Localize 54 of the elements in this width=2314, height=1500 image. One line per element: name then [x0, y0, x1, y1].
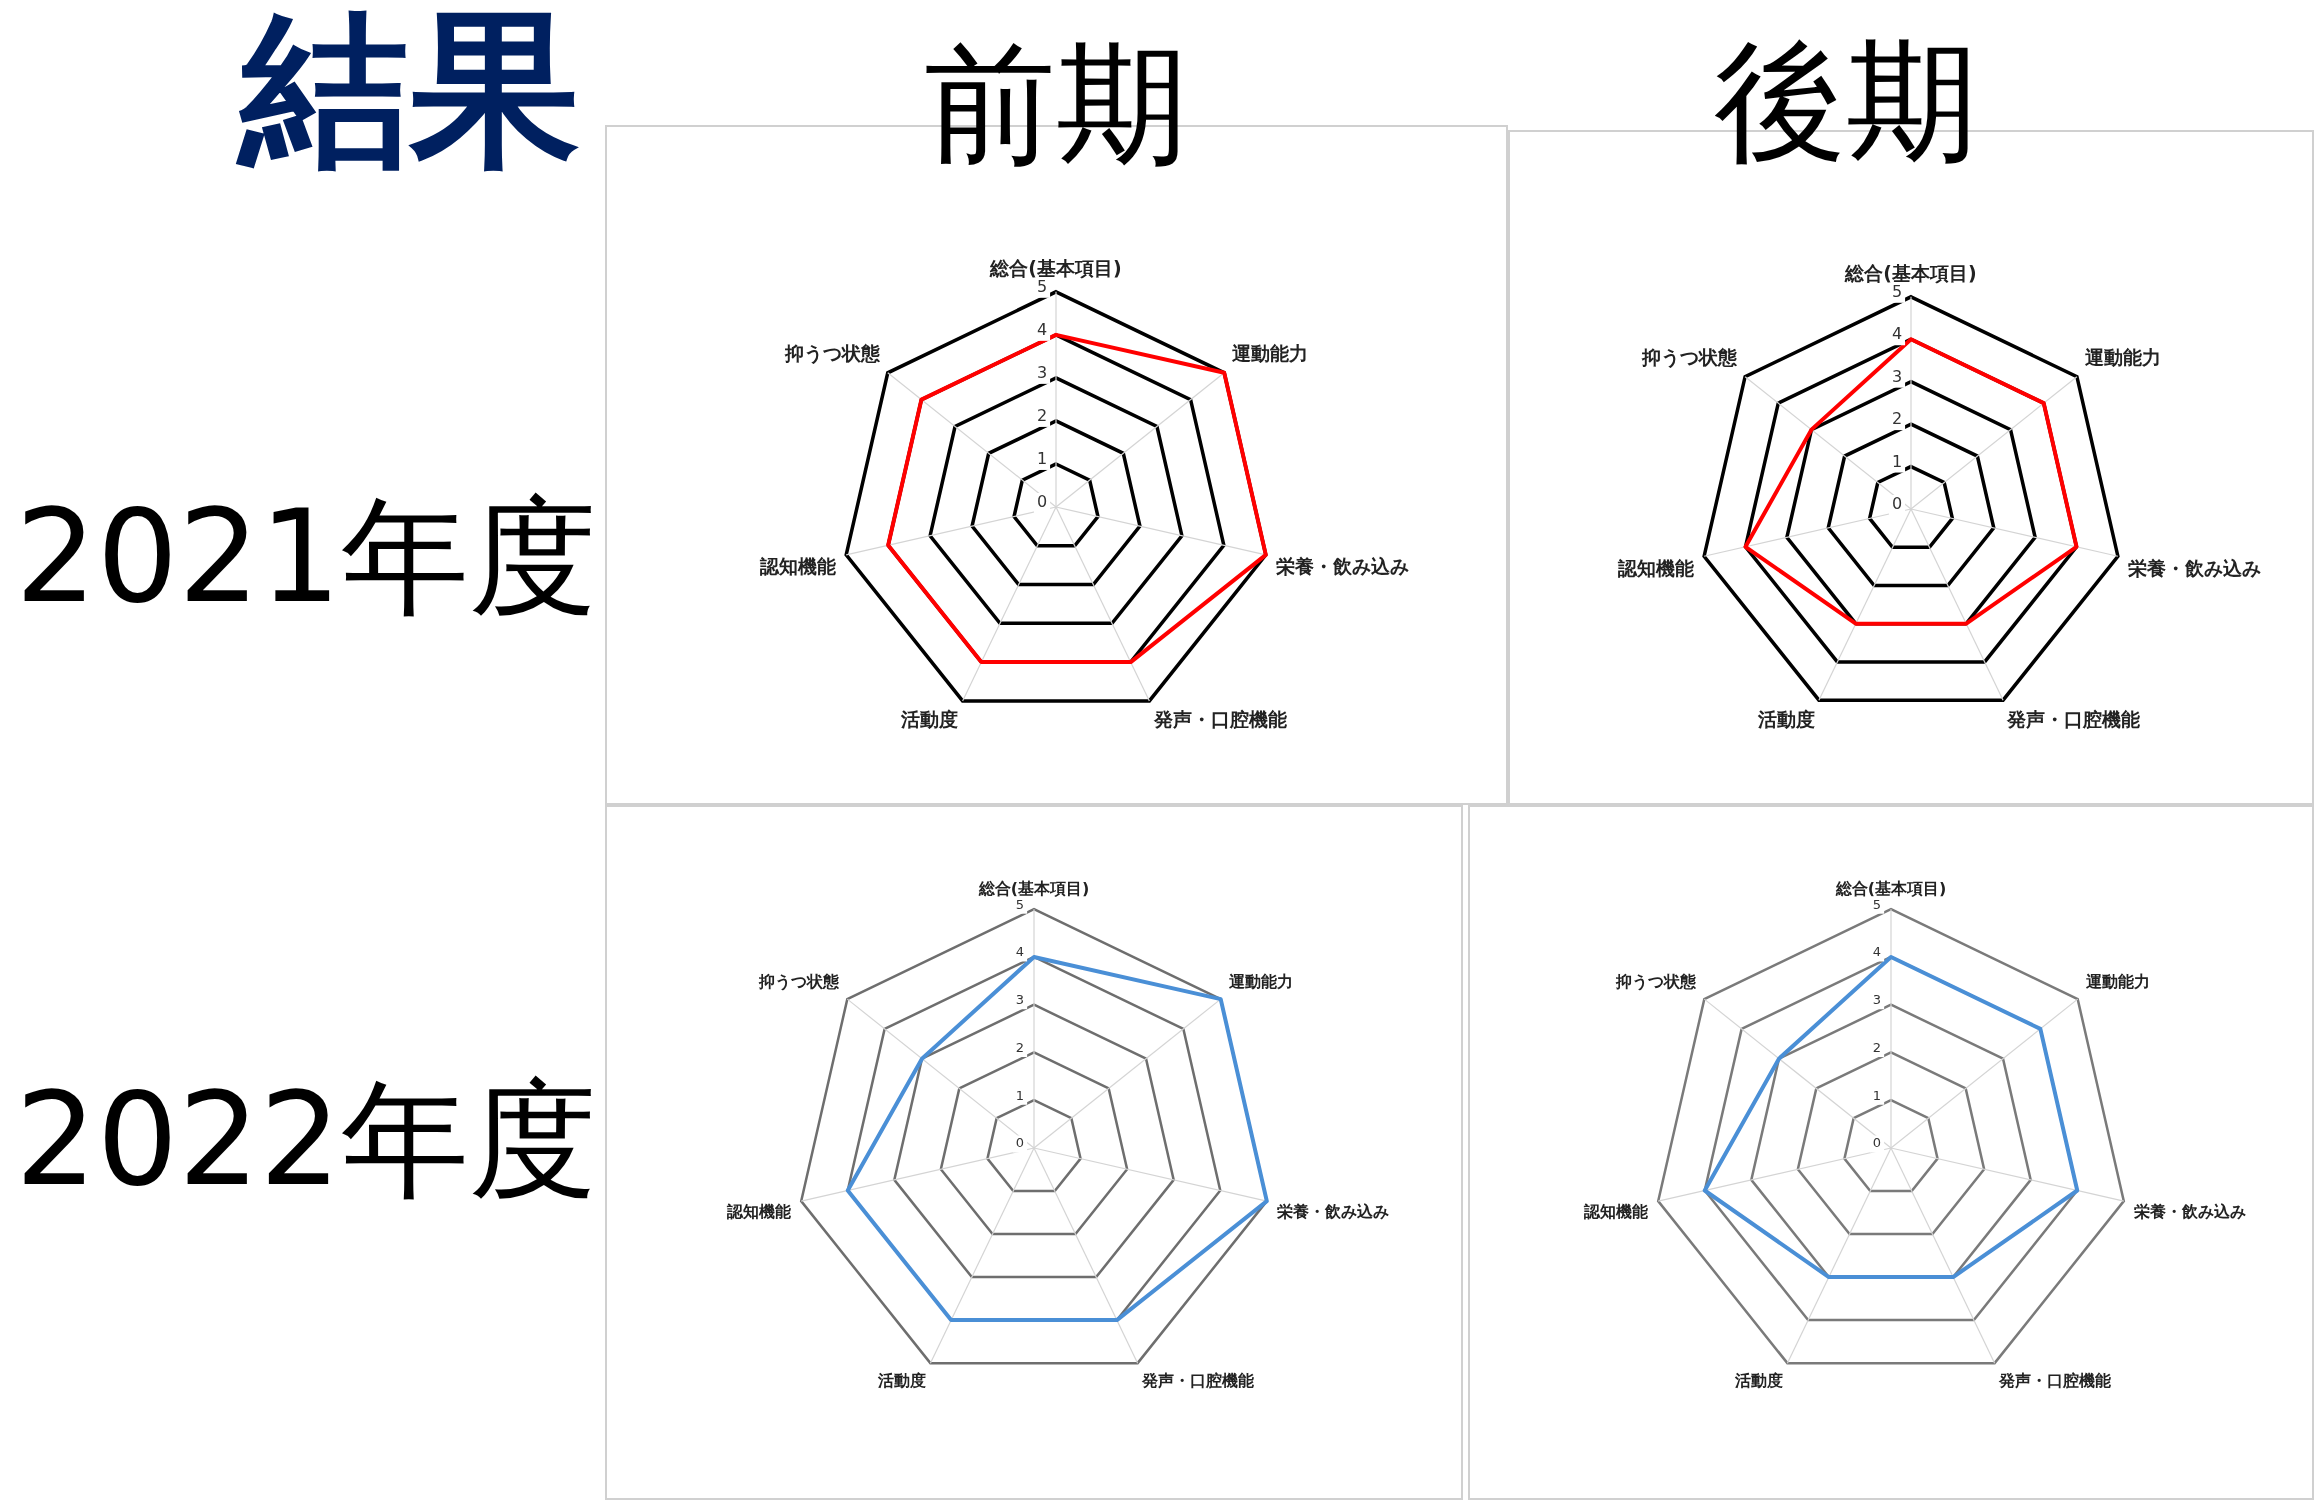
y-tick-label: 3: [1891, 366, 1903, 386]
spoke-label: 抑うつ状態: [1641, 346, 1739, 369]
spoke-label: 活動度: [1756, 707, 1815, 730]
y-tick-label: 4: [1872, 944, 1882, 960]
spoke-label: 運動能力: [1231, 342, 1309, 365]
spoke-label: 栄養・飲み込み: [1275, 555, 1409, 578]
spoke-label: 認知機能: [1583, 1202, 1649, 1222]
spoke-label: 認知機能: [726, 1202, 792, 1222]
y-tick-label: 5: [1872, 896, 1882, 912]
y-tick-label: 2: [1036, 406, 1048, 426]
spoke-label: 運動能力: [1227, 972, 1293, 992]
spoke-label: 活動度: [1734, 1370, 1784, 1390]
spoke-label: 抑うつ状態: [758, 972, 841, 992]
y-tick-label: 5: [1891, 281, 1903, 301]
spoke-label: 活動度: [877, 1370, 927, 1390]
spoke-label: 抑うつ状態: [1615, 972, 1698, 992]
spoke-label: 活動度: [900, 708, 959, 731]
y-tick-label: 5: [1036, 276, 1048, 296]
spoke-label: 運動能力: [2084, 972, 2150, 992]
y-tick-label: 1: [1872, 1087, 1882, 1103]
spoke-label: 認知機能: [1617, 556, 1695, 579]
y-tick-label: 2: [1891, 409, 1903, 429]
y-tick-label: 2: [1872, 1039, 1882, 1055]
spoke-label: 認知機能: [759, 555, 837, 578]
y-tick-label: 0: [1872, 1135, 1882, 1151]
spoke-label: 総合(基本項目): [1834, 878, 1947, 898]
y-tick-label: 4: [1036, 320, 1048, 339]
y-tick-label: 4: [1891, 324, 1903, 344]
spoke-label: 発声・口腔機能: [1152, 708, 1287, 731]
y-tick-label: 3: [1015, 992, 1025, 1008]
spoke-label: 栄養・飲み込み: [2127, 556, 2261, 579]
spoke-label: 発声・口腔機能: [1997, 1370, 2111, 1390]
y-tick-label: 1: [1891, 451, 1903, 471]
spoke-label: 発声・口腔機能: [1140, 1370, 1254, 1390]
y-tick-label: 2: [1015, 1039, 1025, 1055]
chart-title: 後期: [1714, 24, 1978, 178]
text: 2021年度: [15, 482, 597, 631]
spoke-label: 抑うつ状態: [783, 342, 881, 366]
y-tick-label: 3: [1872, 992, 1882, 1008]
y-tick-label: 0: [1891, 494, 1903, 514]
text: 2022年度: [15, 1065, 597, 1214]
spoke-label: 栄養・飲み込み: [2133, 1202, 2246, 1222]
spoke-label: 発声・口腔機能: [2006, 707, 2141, 730]
y-tick-label: 1: [1036, 449, 1048, 469]
chart-title: 前期: [924, 27, 1188, 181]
y-tick-label: 4: [1015, 944, 1025, 960]
y-tick-label: 5: [1015, 896, 1025, 912]
y-tick-label: 1: [1015, 1087, 1025, 1103]
y-tick-label: 3: [1036, 363, 1048, 383]
spoke-label: 運動能力: [2083, 346, 2161, 368]
spoke-label: 総合(基本項目): [977, 878, 1090, 898]
y-tick-label: 0: [1036, 492, 1048, 512]
y-tick-label: 0: [1015, 1135, 1025, 1151]
spoke-label: 栄養・飲み込み: [1276, 1202, 1389, 1222]
